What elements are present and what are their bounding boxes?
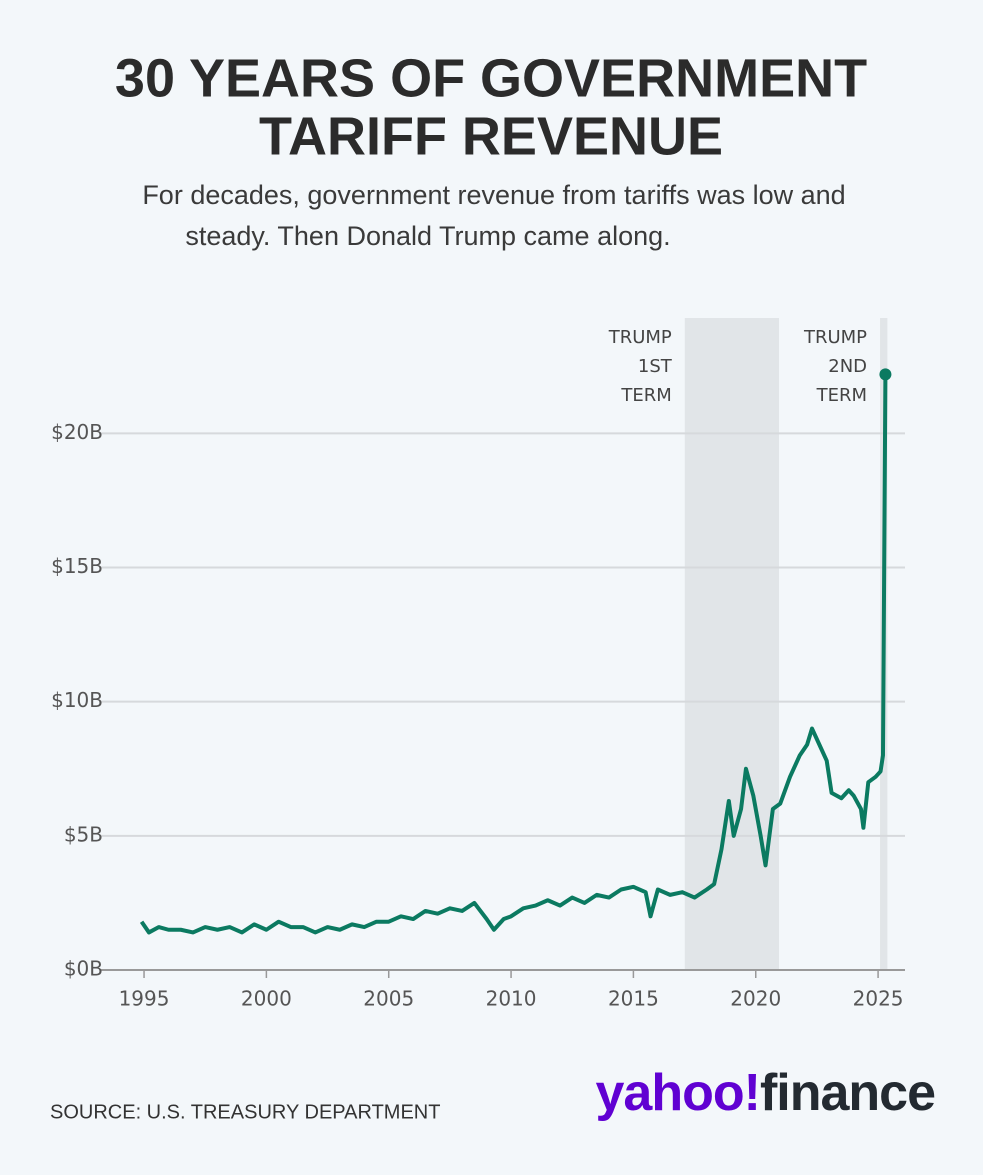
term-label: TERM xyxy=(620,385,671,406)
x-tick-label: 1995 xyxy=(119,987,170,1011)
x-tick-label: 2010 xyxy=(486,987,537,1011)
term-label: TRUMP xyxy=(803,327,867,348)
term-label: TERM xyxy=(816,385,867,406)
source: SOURCE: U.S. TREASURY DEPARTMENT xyxy=(50,1101,440,1123)
chart-title: TARIFF REVENUE xyxy=(259,106,723,166)
y-tick-label: $5B xyxy=(64,822,103,846)
x-tick-label: 2015 xyxy=(608,987,659,1011)
logo: yahoo!finance xyxy=(595,1064,935,1122)
chart-subtitle: steady. Then Donald Trump came along. xyxy=(185,221,670,251)
term-label: TRUMP xyxy=(608,327,672,348)
chart-title: 30 YEARS OF GOVERNMENT xyxy=(115,48,867,108)
y-tick-label: $10B xyxy=(51,688,103,712)
term-shade xyxy=(684,318,779,970)
logo-part: finance xyxy=(760,1064,935,1122)
chart-subtitle: For decades, government revenue from tar… xyxy=(142,180,845,210)
end-point xyxy=(879,368,892,381)
line xyxy=(139,374,888,935)
x-tick-label: 2005 xyxy=(363,987,414,1011)
x-tick-label: 2025 xyxy=(853,987,904,1011)
term-label: 1ST xyxy=(638,356,673,377)
x-tick-label: 2000 xyxy=(241,987,292,1011)
x-tick-label: 2020 xyxy=(730,987,781,1011)
y-tick-label: $0B xyxy=(64,957,103,981)
y-tick-label: $15B xyxy=(51,554,103,578)
term-label: 2ND xyxy=(828,356,867,377)
logo-part: yahoo! xyxy=(595,1064,759,1122)
y-tick-label: $20B xyxy=(51,420,103,444)
